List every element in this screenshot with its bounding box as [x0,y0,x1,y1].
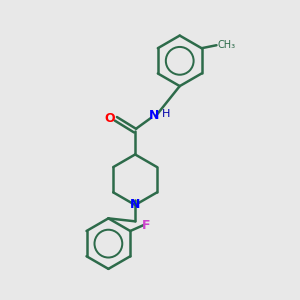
Text: F: F [142,218,151,232]
Text: O: O [104,112,115,125]
Text: N: N [149,109,160,122]
Text: CH₃: CH₃ [218,40,236,50]
Text: N: N [130,199,140,212]
Text: H: H [162,109,170,119]
